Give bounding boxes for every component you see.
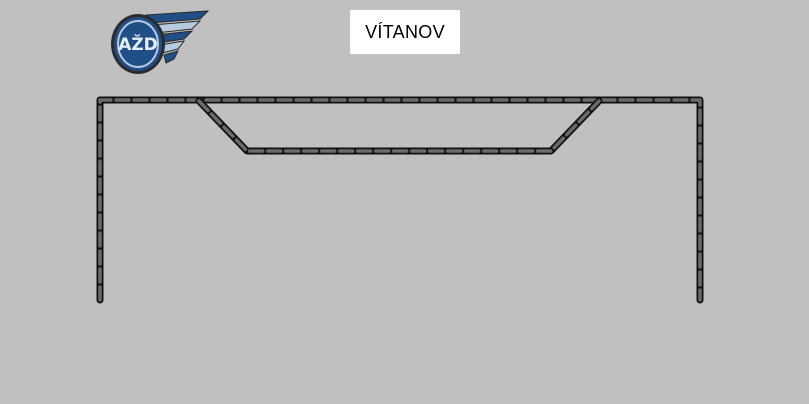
logo-disc: AŽD	[111, 14, 165, 74]
main-track	[96, 96, 704, 304]
siding-track-outline	[195, 97, 603, 155]
siding-track[interactable]	[195, 97, 603, 155]
logo-wing	[145, 10, 210, 64]
station-name-label: VÍTANOV	[350, 10, 460, 54]
siding-track-dashes	[197, 99, 601, 153]
logo-text: AŽD	[118, 33, 158, 55]
azd-logo: AŽD	[111, 10, 210, 74]
main-track-outline	[96, 96, 704, 304]
main-track-dashes	[98, 98, 702, 302]
